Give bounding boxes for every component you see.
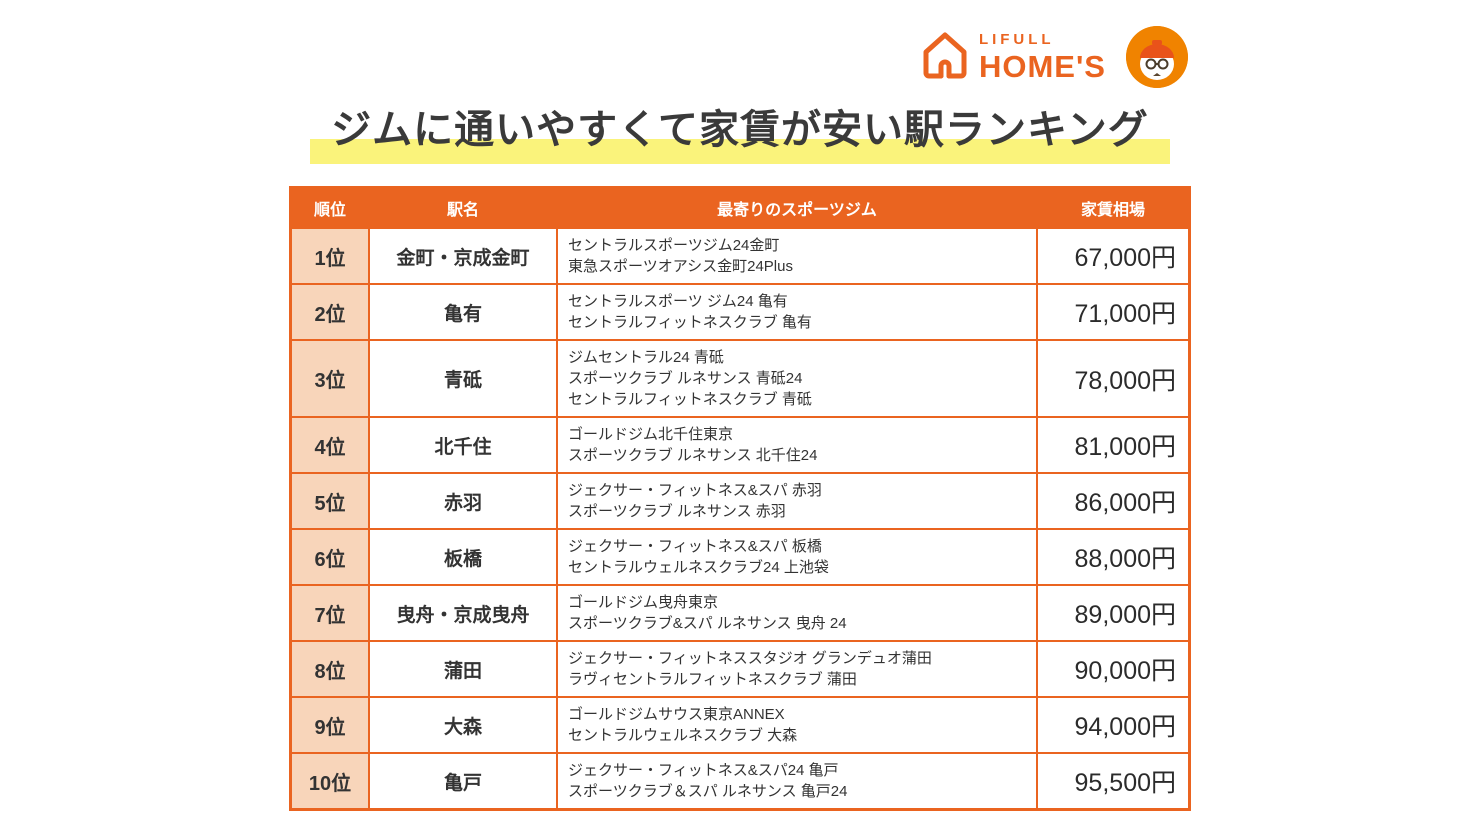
logo-text: LIFULL HOME'S	[979, 32, 1106, 82]
rank-cell: 9位	[292, 698, 368, 752]
gym-line: スポーツクラブ ルネサンス 赤羽	[568, 503, 786, 520]
rent-cell: 88,000円	[1038, 530, 1188, 584]
station-cell: 蒲田	[370, 642, 556, 696]
station-cell: 曳舟・京成曳舟	[370, 586, 556, 640]
header-rank: 順位	[292, 189, 368, 227]
gym-line: ジェクサー・フィットネス&スパ 赤羽	[568, 482, 822, 499]
title-block: ジムに通いやすくて家賃が安い駅ランキング	[310, 102, 1170, 164]
gym-line: セントラルフィットネスクラブ 亀有	[568, 314, 812, 331]
gym-line: ジェクサー・フィットネス&スパ24 亀戸	[568, 762, 839, 779]
logo-mark: LIFULL HOME'S	[921, 30, 1106, 85]
rank-cell: 7位	[292, 586, 368, 640]
station-cell: 北千住	[370, 418, 556, 472]
gym-line: セントラルウェルネスクラブ24 上池袋	[568, 559, 829, 576]
rent-cell: 71,000円	[1038, 285, 1188, 339]
gym-list: セントラルスポーツジム24金町 東急スポーツオアシス金町24Plus	[558, 229, 1036, 283]
gym-line: ラヴィセントラルフィットネスクラブ 蒲田	[568, 671, 857, 688]
header-rent: 家賃相場	[1038, 189, 1188, 227]
gym-list: ジェクサー・フィットネス&スパ 赤羽 スポーツクラブ ルネサンス 赤羽	[558, 474, 1036, 528]
station-cell: 亀有	[370, 285, 556, 339]
gym-list: ジェクサー・フィットネス&スパ 板橋 セントラルウェルネスクラブ24 上池袋	[558, 530, 1036, 584]
rent-cell: 89,000円	[1038, 586, 1188, 640]
gym-list: ゴールドジムサウス東京ANNEX セントラルウェルネスクラブ 大森	[558, 698, 1036, 752]
rank-cell: 4位	[292, 418, 368, 472]
ranking-table: 順位 駅名 最寄りのスポーツジム 家賃相場 1位 金町・京成金町 セントラルスポ…	[289, 186, 1191, 811]
gym-line: スポーツクラブ＆スパ ルネサンス 亀戸24	[568, 783, 848, 800]
rent-cell: 95,500円	[1038, 754, 1188, 808]
gym-line: スポーツクラブ&スパ ルネサンス 曳舟 24	[568, 615, 847, 632]
rent-cell: 90,000円	[1038, 642, 1188, 696]
gym-line: セントラルスポーツジム24金町	[568, 237, 780, 254]
gym-line: セントラルフィットネスクラブ 青砥	[568, 391, 812, 408]
rent-cell: 78,000円	[1038, 341, 1188, 416]
gym-line: 東急スポーツオアシス金町24Plus	[568, 258, 793, 275]
rank-cell: 5位	[292, 474, 368, 528]
station-cell: 青砥	[370, 341, 556, 416]
station-cell: 金町・京成金町	[370, 229, 556, 283]
station-cell: 大森	[370, 698, 556, 752]
rank-cell: 6位	[292, 530, 368, 584]
gym-list: ジェクサー・フィットネススタジオ グランデュオ蒲田 ラヴィセントラルフィットネスク…	[558, 642, 1036, 696]
gym-line: ゴールドジムサウス東京ANNEX	[568, 706, 785, 723]
rent-cell: 94,000円	[1038, 698, 1188, 752]
gym-list: ジェクサー・フィットネス&スパ24 亀戸 スポーツクラブ＆スパ ルネサンス 亀戸2…	[558, 754, 1036, 808]
gym-line: ゴールドジム曳舟東京	[568, 594, 719, 611]
gym-line: ジェクサー・フィットネス&スパ 板橋	[568, 538, 822, 555]
header-station: 駅名	[370, 189, 556, 227]
house-icon	[921, 30, 969, 85]
rent-cell: 81,000円	[1038, 418, 1188, 472]
rank-cell: 1位	[292, 229, 368, 283]
rank-cell: 8位	[292, 642, 368, 696]
gym-line: ジェクサー・フィットネススタジオ グランデュオ蒲田	[568, 650, 932, 667]
mascot-icon	[1126, 26, 1188, 88]
gym-list: ジムセントラル24 青砥スポーツクラブ ルネサンス 青砥24 セントラルフィットネ…	[558, 341, 1036, 416]
page-title: ジムに通いやすくて家賃が安い駅ランキング	[331, 108, 1149, 152]
logo-lifull-text: LIFULL	[978, 31, 1055, 48]
gym-line: スポーツクラブ ルネサンス 北千住24	[568, 447, 818, 464]
station-cell: 赤羽	[370, 474, 556, 528]
gym-list: ゴールドジム曳舟東京スポーツクラブ&スパ ルネサンス 曳舟 24	[558, 586, 1036, 640]
logo-homes-text: HOME'S	[978, 49, 1106, 84]
header-gym: 最寄りのスポーツジム	[558, 189, 1036, 227]
gym-line: セントラルスポーツ ジム24 亀有	[568, 293, 788, 310]
gym-line: ゴールドジム北千住東京	[568, 426, 734, 443]
rent-cell: 86,000円	[1038, 474, 1188, 528]
gym-list: セントラルスポーツ ジム24 亀有セントラルフィットネスクラブ 亀有	[558, 285, 1036, 339]
gym-line: セントラルウェルネスクラブ 大森	[568, 727, 798, 744]
rank-cell: 2位	[292, 285, 368, 339]
rank-cell: 10位	[292, 754, 368, 808]
title-highlight-bar	[310, 139, 1170, 164]
lifull-homes-logo: LIFULL HOME'S	[921, 26, 1188, 88]
rent-cell: 67,000円	[1038, 229, 1188, 283]
gym-list: ゴールドジム北千住東京スポーツクラブ ルネサンス 北千住24	[558, 418, 1036, 472]
rank-cell: 3位	[292, 341, 368, 416]
gym-line: ジムセントラル24 青砥	[568, 349, 724, 366]
station-cell: 板橋	[370, 530, 556, 584]
gym-line: スポーツクラブ ルネサンス 青砥24	[568, 370, 803, 387]
station-cell: 亀戸	[370, 754, 556, 808]
